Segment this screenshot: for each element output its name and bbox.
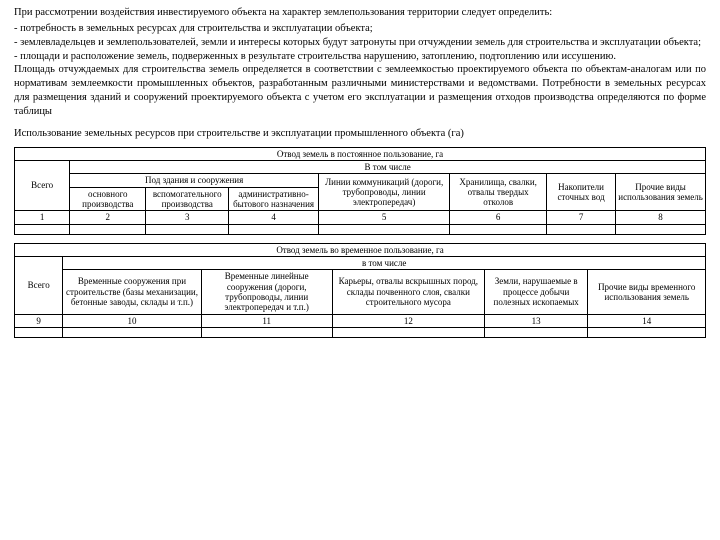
header-top: Отвод земель в постоянное пользование, г… [15, 147, 706, 160]
list-item-1: - потребность в земельных ресурсах для с… [14, 22, 706, 36]
header-buildings: Под здания и сооружения [70, 174, 319, 187]
table-caption: Использование земельных ресурсов при стр… [14, 127, 706, 141]
colnum: 3 [146, 211, 229, 224]
col-mining: Земли, нарушаемые в процессе добычи поле… [484, 270, 588, 314]
table-row: Всего В том числе [15, 160, 706, 173]
colnum: 8 [616, 211, 706, 224]
paragraph-2: Площадь отчуждаемых для строительства зе… [14, 63, 706, 118]
col-other: Прочие виды использования земель [616, 174, 706, 211]
header-total: Всего [15, 160, 70, 210]
colnum: 14 [588, 314, 706, 327]
colnum: 12 [332, 314, 484, 327]
table-row-empty [15, 224, 706, 234]
header-including: В том числе [70, 160, 706, 173]
colnum: 11 [201, 314, 332, 327]
table-row: Всего в том числе [15, 256, 706, 269]
table-row-numbers: 9 10 11 12 13 14 [15, 314, 706, 327]
colnum: 7 [547, 211, 616, 224]
header-total: Всего [15, 256, 63, 314]
colnum: 2 [70, 211, 146, 224]
col-temp-struct: Временные сооружения при строительстве (… [63, 270, 201, 314]
col-other-temp: Прочие виды временного использования зем… [588, 270, 706, 314]
table-row: Временные сооружения при строительстве (… [15, 270, 706, 314]
colnum: 6 [450, 211, 547, 224]
colnum: 13 [484, 314, 588, 327]
colnum: 4 [229, 211, 319, 224]
colnum: 5 [319, 211, 450, 224]
table-row-empty [15, 327, 706, 337]
table-row-numbers: 1 2 3 4 5 6 7 8 [15, 211, 706, 224]
table-row: Отвод земель в постоянное пользование, г… [15, 147, 706, 160]
colnum: 10 [63, 314, 201, 327]
col-aux-prod: вспомогательного производства [146, 187, 229, 211]
col-temp-linear: Временные линейные сооружения (дороги, т… [201, 270, 332, 314]
colnum: 9 [15, 314, 63, 327]
col-admin: административно-бытового назначения [229, 187, 319, 211]
colnum: 1 [15, 211, 70, 224]
list-item-3: - площади и расположение земель, подверж… [14, 50, 706, 64]
header-top: Отвод земель во временное пользование, г… [15, 243, 706, 256]
table-temporary-land: Отвод земель во временное пользование, г… [14, 243, 706, 338]
col-main-prod: основного производства [70, 187, 146, 211]
table-permanent-land: Отвод земель в постоянное пользование, г… [14, 147, 706, 235]
header-including: в том числе [63, 256, 706, 269]
table-row: Под здания и сооружения Линии коммуникац… [15, 174, 706, 187]
table-row: Отвод земель во временное пользование, г… [15, 243, 706, 256]
intro-paragraph: При рассмотрении воздействия инвестируем… [14, 6, 706, 20]
col-comm: Линии коммуникаций (дороги, трубопроводы… [319, 174, 450, 211]
col-wastewater: Накопители сточных вод [547, 174, 616, 211]
col-storage: Хранилища, свалки, отвалы твердых отколо… [450, 174, 547, 211]
col-quarries: Карьеры, отвалы вскрышных пород, склады … [332, 270, 484, 314]
list-item-2: - землевладельцев и землепользователей, … [14, 36, 706, 50]
